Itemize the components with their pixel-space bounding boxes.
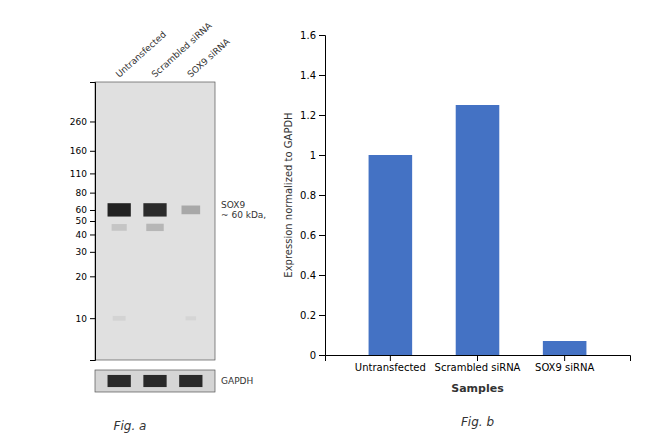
axis: Untransfected Scrambled siRNA SOX9 siRNA bbox=[326, 355, 631, 373]
tick-mark bbox=[90, 221, 95, 222]
tick: 60 bbox=[76, 205, 95, 215]
tick-label: 0 bbox=[310, 350, 316, 361]
tick: 10 bbox=[76, 314, 95, 324]
band bbox=[146, 224, 163, 231]
tick-label: 30 bbox=[76, 247, 88, 257]
axis: 260 160 110 80 6050 40 30 20 10 bbox=[70, 83, 96, 361]
band bbox=[143, 203, 166, 216]
tick-mark bbox=[90, 121, 95, 122]
bar bbox=[369, 155, 413, 355]
band bbox=[113, 316, 126, 321]
annotation: GAPDH bbox=[221, 376, 253, 386]
annotation: SOX9~ 60 kDa, bbox=[221, 200, 266, 221]
sample-label: SOX9 siRNA bbox=[185, 36, 232, 80]
band bbox=[108, 375, 131, 387]
tick-mark bbox=[390, 355, 391, 361]
tick-label: 40 bbox=[76, 230, 88, 240]
tick: 30 bbox=[76, 247, 95, 257]
x-axis-title: Samples bbox=[451, 382, 504, 395]
tick-label: 1.6 bbox=[300, 30, 316, 41]
tick: SOX9 siRNA bbox=[535, 355, 594, 373]
tick-mark bbox=[319, 235, 325, 236]
sample-label: Scrambled siRNA bbox=[150, 20, 215, 80]
tick-mark bbox=[90, 151, 95, 152]
tick-mark bbox=[90, 210, 95, 211]
tick-mark bbox=[477, 355, 478, 361]
band bbox=[112, 224, 127, 231]
tick-label: 80 bbox=[76, 188, 88, 198]
axis-line bbox=[319, 36, 326, 356]
tick-label: 60 bbox=[76, 205, 88, 215]
band bbox=[108, 203, 131, 216]
tick-mark bbox=[564, 355, 565, 361]
tick-label: 1.4 bbox=[300, 70, 316, 81]
band bbox=[143, 375, 166, 387]
figure: 26016011080605040302010UntransfectedScra… bbox=[0, 0, 650, 434]
tick-label: 1.2 bbox=[300, 110, 316, 121]
tick: 0 bbox=[310, 350, 325, 361]
tick-label: SOX9 siRNA bbox=[535, 362, 594, 373]
tick-mark bbox=[90, 234, 95, 235]
tick: 40 bbox=[76, 230, 95, 240]
tick-label: Untransfected bbox=[355, 362, 426, 373]
tick-mark bbox=[319, 155, 325, 156]
axis-line bbox=[90, 83, 96, 361]
tick: 110 bbox=[70, 169, 95, 179]
tick: 1.6 bbox=[300, 30, 325, 41]
bars bbox=[369, 105, 587, 355]
tick-label: 10 bbox=[76, 314, 88, 324]
blot-background bbox=[95, 82, 215, 360]
tick: 50 bbox=[76, 216, 95, 226]
tick: 1.2 bbox=[300, 110, 325, 121]
tick-mark bbox=[90, 193, 95, 194]
tick: Untransfected bbox=[355, 355, 426, 373]
tick: 80 bbox=[76, 188, 95, 198]
tick-mark bbox=[319, 35, 325, 36]
tick: 260 bbox=[70, 117, 95, 127]
caption: Fig. b bbox=[461, 415, 494, 429]
tick-mark bbox=[90, 252, 95, 253]
tick: 0.2 bbox=[300, 310, 325, 321]
tick-label: 0.8 bbox=[300, 190, 316, 201]
tick-label: 1 bbox=[310, 150, 316, 161]
tick-mark bbox=[90, 276, 95, 277]
tick: 0.8 bbox=[300, 190, 325, 201]
tick-mark bbox=[90, 173, 95, 174]
band bbox=[182, 206, 201, 215]
bar-panel: 0 0.2 0.4 0.6 0.8 1 1.2 1.4 1.6 Untransfected Scra… bbox=[283, 30, 631, 429]
tick-label: 260 bbox=[70, 117, 87, 127]
tick-mark bbox=[319, 115, 325, 116]
tick: Scrambled siRNA bbox=[435, 355, 521, 373]
caption: Fig. a bbox=[114, 419, 147, 433]
bar bbox=[543, 341, 587, 355]
tick-mark bbox=[319, 275, 325, 276]
tick-label: 110 bbox=[70, 169, 87, 179]
tick-label: 0.4 bbox=[300, 270, 316, 281]
axis-line bbox=[326, 356, 631, 362]
tick-mark bbox=[319, 355, 325, 356]
bar bbox=[456, 105, 500, 355]
band bbox=[179, 375, 202, 387]
blot-panel: 26016011080605040302010UntransfectedScra… bbox=[70, 20, 266, 433]
tick: 1 bbox=[310, 150, 325, 161]
tick-label: 160 bbox=[70, 146, 87, 156]
tick: 0.4 bbox=[300, 270, 325, 281]
tick-mark bbox=[319, 315, 325, 316]
band bbox=[186, 316, 196, 320]
tick-label: 0.2 bbox=[300, 310, 316, 321]
tick-label: 0.6 bbox=[300, 230, 316, 241]
tick-mark bbox=[319, 195, 325, 196]
tick-mark bbox=[319, 75, 325, 76]
tick-mark bbox=[90, 318, 95, 319]
loading-control-background bbox=[95, 370, 215, 392]
tick-label: Scrambled siRNA bbox=[435, 362, 521, 373]
tick: 0.6 bbox=[300, 230, 325, 241]
axis: 0 0.2 0.4 0.6 0.8 1 1.2 1.4 1.6 bbox=[300, 30, 325, 361]
y-axis-title: Expression normalized to GAPDH bbox=[283, 112, 294, 277]
tick-label: 20 bbox=[76, 272, 88, 282]
tick: 160 bbox=[70, 146, 95, 156]
tick: 1.4 bbox=[300, 70, 325, 81]
tick: 20 bbox=[76, 272, 95, 282]
tick-label: 50 bbox=[76, 216, 88, 226]
